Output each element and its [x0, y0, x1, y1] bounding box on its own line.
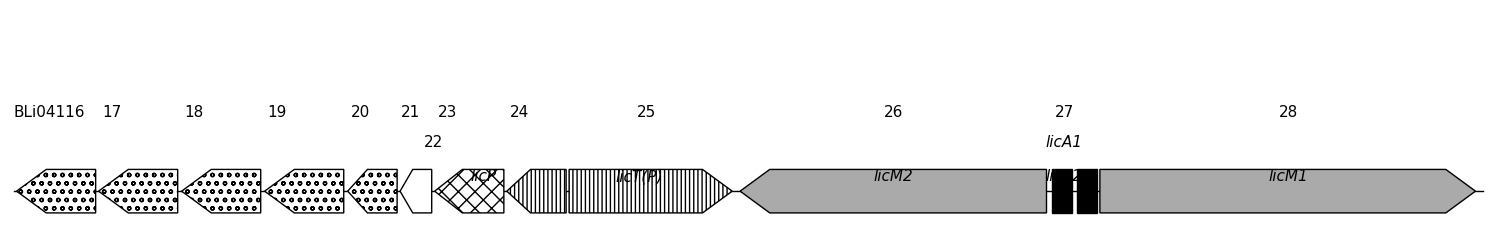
Polygon shape: [400, 169, 431, 213]
Text: 24: 24: [510, 105, 528, 120]
Text: BLi04116: BLi04116: [13, 105, 85, 120]
Polygon shape: [99, 169, 178, 213]
Text: 23: 23: [437, 105, 457, 120]
Text: 25: 25: [636, 105, 656, 120]
Text: 26: 26: [883, 105, 903, 120]
Polygon shape: [1100, 169, 1476, 213]
Polygon shape: [347, 169, 397, 213]
Text: 17: 17: [103, 105, 121, 120]
Polygon shape: [434, 169, 504, 213]
Text: 22: 22: [424, 135, 443, 150]
Text: 18: 18: [184, 105, 204, 120]
Polygon shape: [569, 169, 732, 213]
Text: 20: 20: [350, 105, 370, 120]
Text: licT(P): licT(P): [615, 169, 663, 184]
Polygon shape: [181, 169, 260, 213]
Polygon shape: [1078, 169, 1097, 213]
Text: 21: 21: [401, 105, 421, 120]
Polygon shape: [507, 169, 566, 213]
Polygon shape: [16, 169, 96, 213]
Text: licM1: licM1: [1269, 169, 1308, 184]
Polygon shape: [740, 169, 1046, 213]
Text: licA1: licA1: [1046, 135, 1082, 150]
Text: 27: 27: [1055, 105, 1073, 120]
Text: licP: licP: [470, 169, 496, 184]
Text: licA2: licA2: [1046, 169, 1082, 184]
Text: 19: 19: [268, 105, 287, 120]
Text: licM2: licM2: [873, 169, 913, 184]
Polygon shape: [1052, 169, 1072, 213]
Text: 28: 28: [1278, 105, 1298, 120]
Polygon shape: [265, 169, 344, 213]
